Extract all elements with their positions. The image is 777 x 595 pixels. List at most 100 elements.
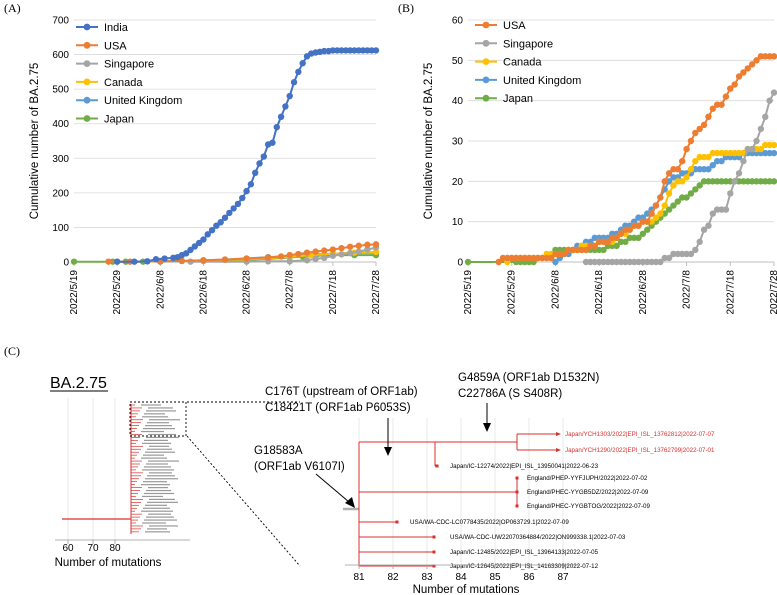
zoom-guide-bottom bbox=[186, 435, 301, 567]
point-1-canada-53 bbox=[735, 149, 743, 157]
point-1-singapore-26 bbox=[696, 238, 703, 246]
point-1-singapore-24 bbox=[687, 250, 695, 258]
point-1-canada-50 bbox=[722, 149, 730, 157]
overview-tip-label-36 bbox=[141, 510, 173, 512]
point-1-japan-59 bbox=[766, 178, 773, 185]
point-1-united-kingdom-48 bbox=[762, 149, 769, 157]
point-1-singapore-22 bbox=[679, 250, 686, 258]
point-0-india-13 bbox=[204, 231, 211, 238]
left-xtick-70: 70 bbox=[87, 543, 99, 554]
point-1-usa-57 bbox=[744, 65, 751, 72]
ytick-0-6: 600 bbox=[52, 50, 69, 61]
right-xtick-4: 85 bbox=[489, 572, 501, 583]
point-1-singapore-15 bbox=[648, 258, 655, 266]
point-0-india-1 bbox=[131, 258, 138, 265]
overview-tip-label-31 bbox=[142, 495, 163, 498]
point-1-canada-51 bbox=[727, 149, 734, 157]
xtick-0-4: 2022/6/28 bbox=[242, 270, 253, 315]
xtick-0-0: 2022/5/19 bbox=[69, 270, 80, 315]
point-1-usa-27 bbox=[613, 234, 620, 241]
leaf-label-9: Japan/IC-12645/2022|EPI_ISL_14163309|202… bbox=[450, 563, 599, 570]
overview-tip-label-17 bbox=[143, 454, 164, 456]
legend-marker-0-singapore bbox=[83, 60, 91, 67]
point-1-singapore-30 bbox=[713, 206, 721, 213]
point-1-usa-26 bbox=[609, 234, 616, 241]
point-1-singapore-9 bbox=[622, 258, 629, 266]
leaf-marker-6 bbox=[395, 520, 399, 524]
xtick-0-7: 2022/7/28 bbox=[371, 270, 382, 315]
legend-label-0-canada: Canada bbox=[104, 77, 143, 89]
point-0-india-35 bbox=[299, 60, 306, 67]
point-1-usa-42 bbox=[679, 157, 686, 165]
overview-tip-label-43 bbox=[145, 531, 170, 533]
point-1-usa-19 bbox=[578, 246, 585, 254]
xtick-0-5: 2022/7/8 bbox=[285, 270, 296, 309]
panel-letter-b: (B) bbox=[398, 1, 414, 15]
overview-tip-label-8 bbox=[143, 428, 175, 430]
overview-tip-label-41 bbox=[149, 525, 178, 527]
point-1-japan-55 bbox=[748, 178, 756, 185]
point-0-usa-9 bbox=[286, 251, 293, 259]
point-1-canada-45 bbox=[700, 153, 708, 161]
ylabel-0: Cumulative number of BA.2.75 bbox=[29, 63, 41, 220]
right-xtick-1: 82 bbox=[387, 572, 399, 583]
point-1-japan-50 bbox=[727, 178, 734, 185]
point-1-usa-5 bbox=[517, 254, 524, 262]
point-1-usa-38 bbox=[661, 178, 668, 185]
ytick-0-7: 700 bbox=[52, 16, 69, 27]
point-0-singapore-7 bbox=[329, 252, 337, 259]
legend-label-0-usa: USA bbox=[104, 40, 127, 52]
point-1-canada-52 bbox=[731, 149, 738, 157]
overview-tip-label-21 bbox=[144, 466, 171, 468]
point-1-united-kingdom-0 bbox=[552, 258, 559, 266]
point-1-japan-29 bbox=[635, 234, 642, 241]
point-1-usa-37 bbox=[657, 194, 664, 201]
overview-tip-label-30 bbox=[144, 492, 174, 495]
overview-tip-label-13 bbox=[142, 442, 171, 444]
leaf-label-2: Japan/IC-12274/2022|EPI_ISL_13950041|202… bbox=[450, 463, 599, 470]
point-1-usa-18 bbox=[574, 246, 581, 254]
annotation-g4859a: G4859A (ORF1ab D1532N) bbox=[458, 372, 599, 384]
point-0-usa-14 bbox=[329, 246, 337, 253]
point-1-usa-16 bbox=[565, 246, 572, 254]
point-1-japan-30 bbox=[639, 230, 647, 237]
point-1-usa-39 bbox=[665, 170, 673, 177]
point-1-japan-39 bbox=[679, 194, 686, 201]
legend-label-1-usa: USA bbox=[503, 20, 526, 32]
left-xtick-60: 60 bbox=[62, 543, 74, 554]
point-0-usa-0 bbox=[105, 258, 112, 265]
right-xtick-0: 81 bbox=[353, 572, 365, 583]
point-1-singapore-2 bbox=[591, 258, 598, 266]
point-1-usa-34 bbox=[644, 218, 651, 225]
point-0-india-15 bbox=[213, 222, 220, 229]
point-0-india-52 bbox=[372, 47, 380, 54]
overview-tip-label-25 bbox=[145, 478, 178, 480]
point-1-singapore-34 bbox=[731, 178, 738, 185]
point-0-usa-18 bbox=[364, 241, 371, 248]
overview-tip-label-34 bbox=[145, 504, 167, 506]
ytick-0-3: 300 bbox=[52, 154, 69, 165]
point-1-usa-59 bbox=[753, 57, 760, 64]
tree-zoom-ticks: 81 82 83 84 85 86 87 bbox=[345, 564, 580, 583]
legend-marker-1-canada bbox=[482, 58, 490, 65]
legend-marker-1-united-kingdom bbox=[482, 76, 490, 84]
overview-tip-label-29 bbox=[146, 489, 171, 492]
panel-letter-a: (A) bbox=[4, 1, 21, 15]
point-1-usa-22 bbox=[591, 242, 598, 250]
annotation-v6107i: (ORF1ab V6107I) bbox=[254, 461, 345, 473]
point-1-singapore-13 bbox=[639, 258, 647, 266]
right-xlabel: Number of mutations bbox=[413, 584, 520, 595]
leaf-label-4: England/PHEC-YYGB5DZ/2022|2022-07-09 bbox=[527, 489, 649, 496]
point-1-united-kingdom-26 bbox=[665, 178, 673, 185]
point-1-united-kingdom-49 bbox=[766, 149, 773, 157]
point-1-united-kingdom-21 bbox=[644, 210, 651, 217]
point-0-india-22 bbox=[243, 187, 250, 195]
point-1-singapore-31 bbox=[718, 206, 725, 213]
point-1-united-kingdom-19 bbox=[635, 214, 642, 221]
point-1-united-kingdom-37 bbox=[713, 157, 721, 165]
point-1-japan-47 bbox=[713, 178, 721, 185]
legend-label-1-united-kingdom: United Kingdom bbox=[503, 75, 581, 87]
point-1-usa-35 bbox=[648, 210, 655, 217]
leaf-label-8: Japan/IC-12485/2022|EPI_ISL_13964133|202… bbox=[450, 549, 599, 556]
leaf-marker-1 bbox=[556, 448, 561, 452]
